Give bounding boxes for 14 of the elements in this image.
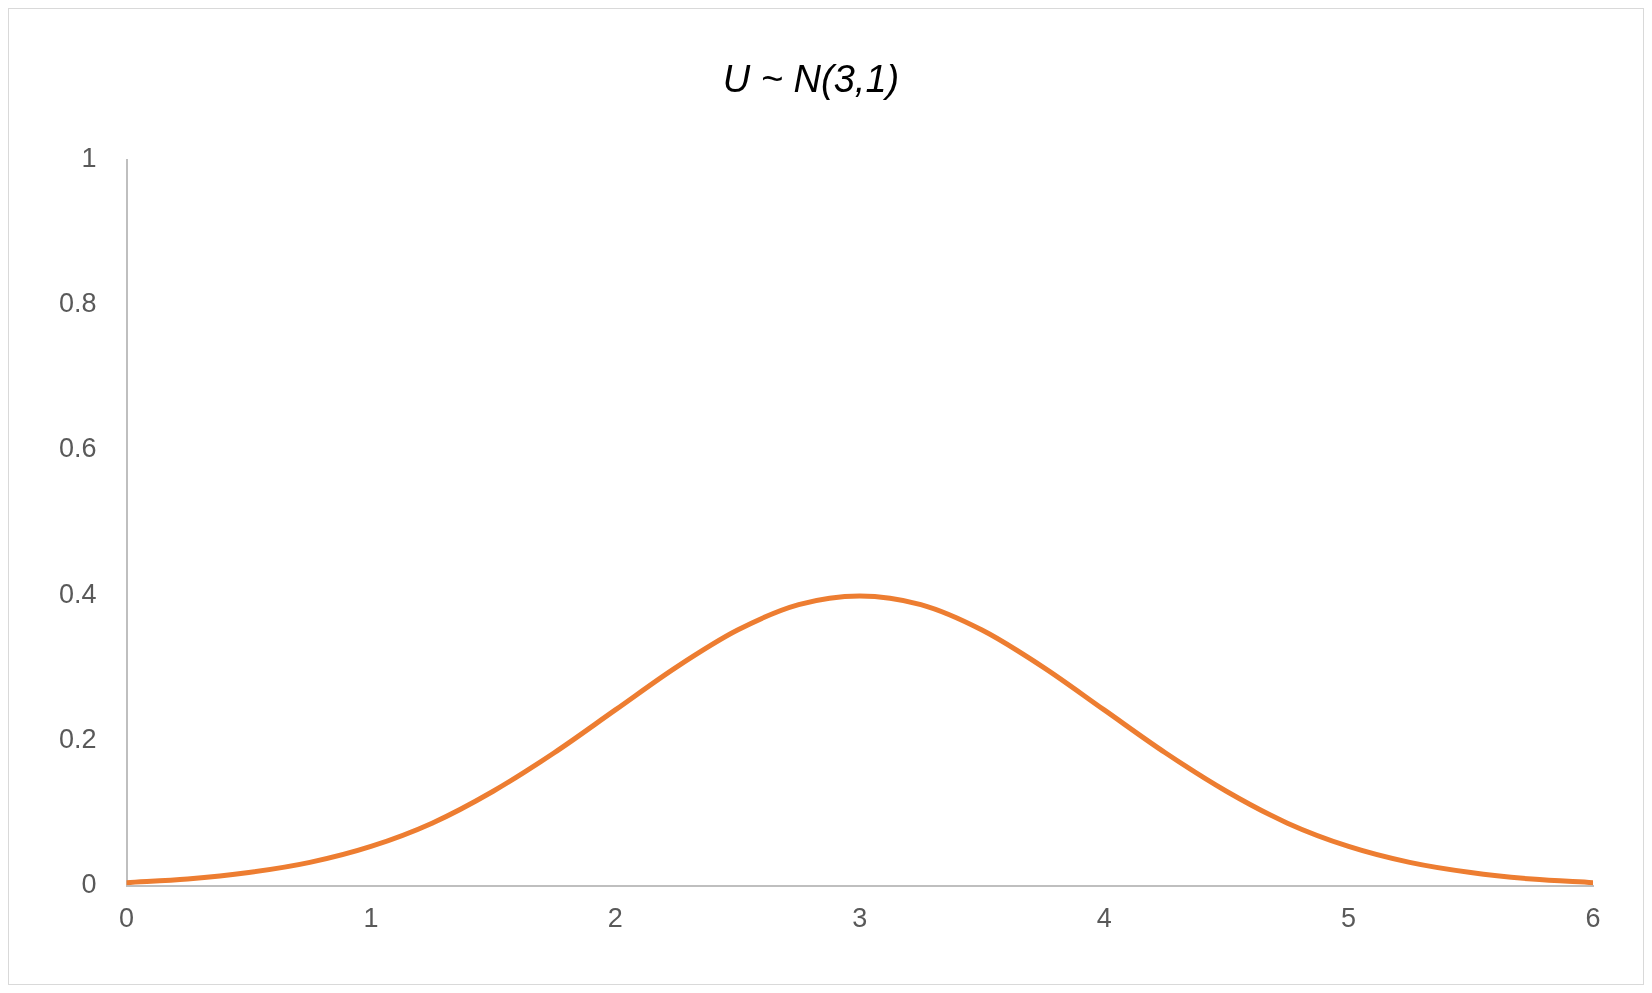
- x-tick-label: 4: [1096, 903, 1112, 934]
- x-tick-label: 1: [363, 903, 379, 934]
- y-tick-label: 0.8: [58, 288, 97, 319]
- x-tick-label: 2: [607, 903, 623, 934]
- y-tick-label: 0.6: [58, 433, 97, 464]
- x-tick-label: 0: [119, 903, 135, 934]
- x-tick-label: 3: [852, 903, 868, 934]
- x-tick-label: 6: [1585, 903, 1601, 934]
- x-tick-label: 5: [1341, 903, 1357, 934]
- y-tick-label: 0.2: [58, 723, 97, 754]
- y-tick-label: 0: [81, 869, 97, 900]
- y-tick-label: 1: [81, 143, 97, 174]
- chart-title: U ~ N(3,1): [722, 58, 900, 101]
- y-tick-label: 0.4: [58, 578, 97, 609]
